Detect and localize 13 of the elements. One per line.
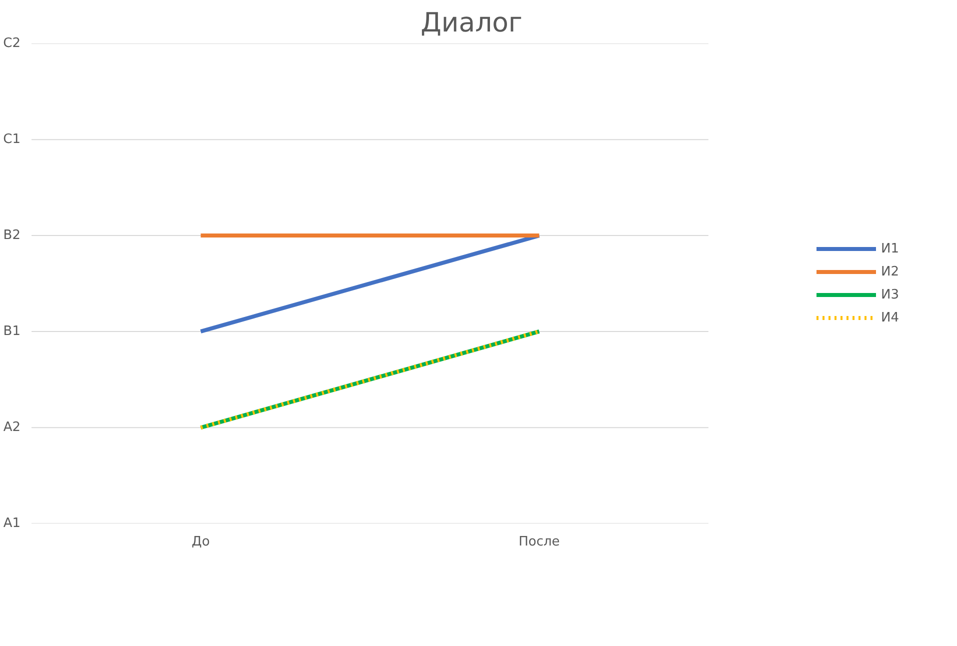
ref-line-label: B1 [3,324,21,339]
x-tick-label: До [192,534,210,550]
ref-line-label: C2 [3,36,21,51]
ref-line-label: C1 [3,132,21,148]
legend-label: И4 [881,310,900,325]
ref-line-label: A2 [3,420,21,436]
legend-label: И1 [881,241,900,256]
chart-title: Диалог [420,8,522,38]
legend-label: И3 [881,287,900,302]
ref-line-label: A1 [3,516,21,531]
x-tick-label: После [518,534,560,550]
legend-label: И2 [881,264,900,279]
ref-line-label: B2 [3,228,21,244]
